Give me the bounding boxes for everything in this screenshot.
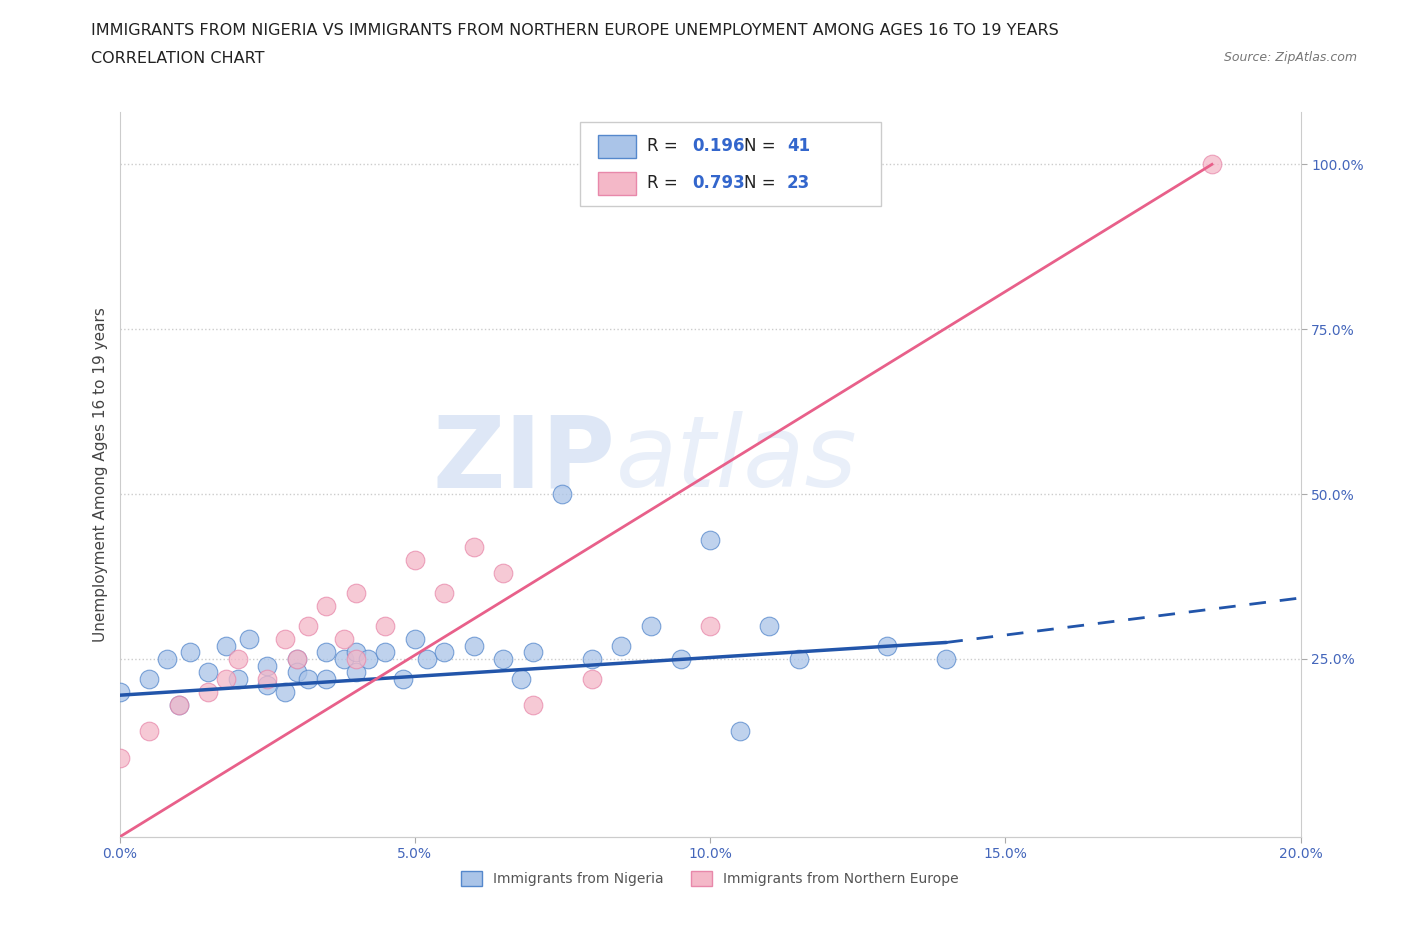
Point [699,618,721,633]
Point [492,565,515,580]
Text: IMMIGRANTS FROM NIGERIA VS IMMIGRANTS FROM NORTHERN EUROPE UNEMPLOYMENT AMONG AG: IMMIGRANTS FROM NIGERIA VS IMMIGRANTS FR… [91,23,1059,38]
Text: atlas: atlas [616,411,858,509]
Point [463,539,485,554]
Point [463,638,485,653]
Text: R =: R = [647,175,678,193]
Text: N =: N = [744,138,776,155]
Point [167,698,190,712]
FancyBboxPatch shape [581,123,882,206]
Point [256,671,278,686]
Point [1201,157,1223,172]
Point [167,698,190,712]
Point [404,552,426,567]
Point [333,631,356,646]
Point [315,671,337,686]
Point [138,724,160,739]
Point [935,652,957,667]
Text: CORRELATION CHART: CORRELATION CHART [91,51,264,66]
Text: 0.196: 0.196 [692,138,745,155]
Point [285,652,308,667]
Point [356,652,378,667]
Point [522,698,544,712]
Point [344,586,367,601]
FancyBboxPatch shape [598,172,636,195]
Point [404,631,426,646]
Point [758,618,780,633]
Point [297,618,319,633]
Point [374,644,396,659]
Point [492,652,515,667]
Text: N =: N = [744,175,776,193]
Point [392,671,415,686]
Point [226,671,249,686]
Point [179,644,201,659]
Point [669,652,692,667]
Point [256,678,278,693]
Point [510,671,533,686]
Point [285,665,308,680]
Text: R =: R = [647,138,678,155]
Point [138,671,160,686]
Point [215,671,238,686]
Point [274,631,297,646]
Text: Source: ZipAtlas.com: Source: ZipAtlas.com [1223,51,1357,64]
Point [640,618,662,633]
Point [344,652,367,667]
Point [728,724,751,739]
Point [156,652,179,667]
Point [197,665,219,680]
Point [699,533,721,548]
Point [108,684,131,699]
Point [215,638,238,653]
Point [551,486,574,501]
Point [274,684,297,699]
Point [197,684,219,699]
Point [285,652,308,667]
Text: 0.793: 0.793 [692,175,745,193]
Point [581,671,603,686]
Point [415,652,437,667]
Point [226,652,249,667]
Point [315,644,337,659]
Point [297,671,319,686]
Point [433,644,456,659]
Point [108,751,131,765]
Point [433,586,456,601]
Text: 41: 41 [787,138,810,155]
Point [522,644,544,659]
Point [333,652,356,667]
Point [876,638,898,653]
Point [610,638,633,653]
Point [581,652,603,667]
Point [374,618,396,633]
Point [787,652,810,667]
Text: ZIP: ZIP [433,411,616,509]
Point [315,599,337,614]
Point [256,658,278,673]
Legend: Immigrants from Nigeria, Immigrants from Northern Europe: Immigrants from Nigeria, Immigrants from… [456,866,965,892]
Text: 23: 23 [787,175,810,193]
Point [344,665,367,680]
Point [344,644,367,659]
Y-axis label: Unemployment Among Ages 16 to 19 years: Unemployment Among Ages 16 to 19 years [93,307,108,642]
FancyBboxPatch shape [598,135,636,158]
Point [238,631,260,646]
